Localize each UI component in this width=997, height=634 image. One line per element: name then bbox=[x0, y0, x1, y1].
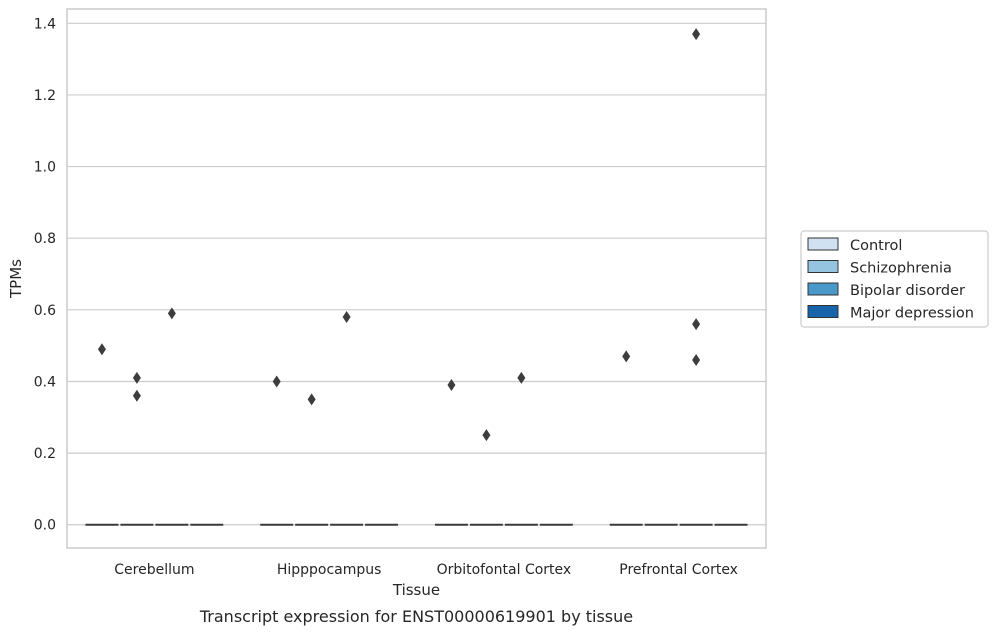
legend-frame bbox=[800, 230, 989, 328]
outlier-point bbox=[447, 379, 456, 392]
chart-caption: Transcript expression for ENST0000061990… bbox=[199, 607, 633, 626]
x-tick-label: Orbitofontal Cortex bbox=[437, 562, 572, 578]
outlier-point bbox=[692, 353, 701, 366]
y-tick-labels: 0.0 0.2 0.4 0.6 0.8 1.0 1.2 1.4 bbox=[34, 16, 56, 533]
legend-swatch bbox=[807, 260, 839, 273]
legend-label: Schizophrenia bbox=[850, 261, 952, 277]
legend-swatch bbox=[807, 305, 839, 318]
y-tick-label: 0.4 bbox=[34, 374, 56, 390]
outlier-point bbox=[97, 343, 106, 356]
outlier-point bbox=[692, 28, 701, 41]
outlier-point bbox=[692, 318, 701, 331]
outlier-point bbox=[167, 307, 176, 320]
y-tick-label: 1.0 bbox=[34, 160, 56, 176]
legend-label: Bipolar disorder bbox=[850, 283, 965, 299]
outlier-point bbox=[272, 375, 281, 388]
y-tick-label: 0.0 bbox=[34, 518, 56, 534]
legend-swatch bbox=[807, 282, 839, 296]
x-tick-label: Hipppocampus bbox=[277, 562, 382, 578]
y-axis-label: TPMs bbox=[7, 259, 25, 299]
legend-swatch bbox=[807, 237, 839, 251]
outlier-points bbox=[97, 28, 701, 442]
outlier-point bbox=[342, 311, 351, 323]
x-tick-labels: Cerebellum Hipppocampus Orbitofontal Corte… bbox=[114, 562, 738, 578]
outlier-point bbox=[307, 393, 316, 406]
outlier-point bbox=[132, 389, 141, 402]
outlier-point bbox=[622, 350, 631, 363]
x-tick-label: Cerebellum bbox=[114, 562, 194, 578]
x-axis-label: Tissue bbox=[392, 581, 440, 599]
y-tick-label: 0.6 bbox=[34, 303, 56, 319]
plot-frame bbox=[66, 8, 767, 549]
legend-label: Control bbox=[850, 238, 902, 254]
outlier-point bbox=[517, 371, 526, 384]
y-gridlines bbox=[67, 22, 766, 526]
x-tick-label: Prefrontal Cortex bbox=[619, 562, 738, 578]
y-tick-label: 1.2 bbox=[34, 88, 56, 104]
outlier-point bbox=[482, 429, 491, 442]
y-tick-label: 1.4 bbox=[34, 16, 56, 32]
y-tick-label: 0.2 bbox=[34, 446, 56, 462]
y-tick-label: 0.8 bbox=[34, 231, 56, 247]
legend-label: Major depression bbox=[850, 306, 974, 322]
legend: Control Schizophrenia Bipolar disorder Majo… bbox=[800, 230, 989, 328]
outlier-point bbox=[132, 371, 141, 384]
